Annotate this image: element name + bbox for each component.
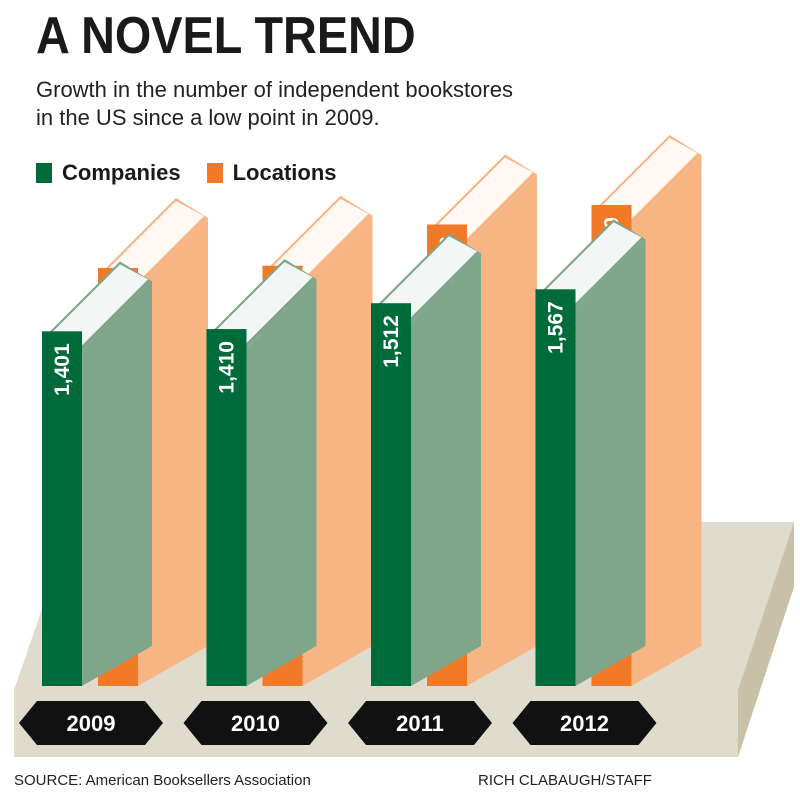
x-tick-label: 2012	[560, 711, 609, 736]
year-badge-shape	[348, 701, 492, 745]
companies-bar-2011-spine	[371, 303, 411, 686]
legend-item-locations: Locations	[206, 160, 337, 186]
source-note: SOURCE: American Booksellers Association	[14, 772, 311, 789]
year-badge-2012: 2012	[512, 701, 657, 745]
companies-bar-2011-pages	[379, 236, 477, 322]
companies-bar-2011-side	[411, 253, 481, 686]
legend-swatch-locations	[206, 163, 223, 183]
companies-bar-2010-spine	[206, 329, 247, 686]
legend-label-locations: Locations	[232, 160, 337, 185]
year-badge-shape	[183, 701, 328, 745]
x-tick-label: 2011	[396, 711, 444, 736]
companies-bar-2012-value-label: 1,567	[545, 301, 568, 354]
companies-bar-2012: 1,567	[535, 219, 646, 686]
locations-bar-2009-side	[138, 218, 208, 686]
locations-bar-2011-pages	[435, 157, 533, 243]
companies-bar-2010-side	[246, 279, 317, 686]
companies-bar-2011: 1,512	[371, 233, 481, 686]
subtitle-line-1: Growth in the number of independent book…	[36, 77, 513, 102]
year-badge-shape	[512, 701, 657, 745]
companies-bar-2009-value-label: 1,401	[51, 343, 74, 396]
companies-bar-2012-pages	[543, 222, 642, 308]
locations-bar-2010-side	[302, 215, 373, 687]
companies-bar-2012-side	[575, 239, 646, 686]
year-badges: 2009 2010 2011 2012	[19, 701, 657, 745]
companies-bar-2011-value-label: 1,512	[380, 315, 403, 368]
companies-bar-2009-pages	[50, 264, 148, 350]
locations-bar-2012-side	[631, 155, 702, 686]
x-tick-label: 2010	[231, 711, 280, 736]
chart-subtitle: Growth in the number of independent book…	[36, 76, 636, 132]
companies-bar-2009-side	[82, 281, 152, 686]
companies-bar-2010-pages	[214, 262, 313, 348]
companies-bar-2012-spine	[535, 289, 576, 686]
locations-bar-2011-side	[467, 174, 537, 686]
legend-swatch-companies	[36, 163, 52, 183]
legend-label-companies: Companies	[62, 160, 181, 185]
companies-bar-2009-spine	[42, 331, 82, 686]
year-badge-2010: 2010	[183, 701, 328, 745]
year-badge-shape	[19, 701, 163, 745]
credit-note: RICH CLABAUGH/STAFF	[478, 772, 652, 789]
companies-bar-2010-value-label: 1,410	[216, 341, 239, 394]
x-tick-label: 2009	[67, 711, 116, 736]
locations-bar-2009-pages	[106, 201, 204, 287]
year-badge-2011: 2011	[348, 701, 492, 745]
platform-side	[738, 522, 794, 757]
subtitle-line-2: in the US since a low point in 2009.	[36, 105, 380, 130]
legend: Companies Locations	[36, 160, 363, 186]
chart-title: A NOVEL TREND	[36, 7, 416, 65]
year-badge-2009: 2009	[19, 701, 163, 745]
companies-bar-2009: 1,401	[42, 261, 152, 686]
companies-bar-2010: 1,410	[206, 259, 317, 686]
locations-bar-2012-pages	[599, 138, 698, 223]
locations-bar-2010-pages	[270, 198, 369, 284]
legend-item-companies: Companies	[36, 160, 181, 186]
